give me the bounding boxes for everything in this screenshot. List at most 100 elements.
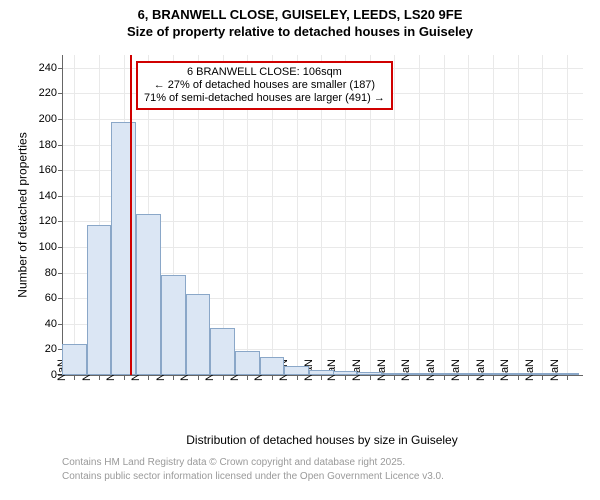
y-tick-mark — [58, 170, 63, 171]
callout-line-3: 71% of semi-detached houses are larger (… — [144, 92, 385, 105]
y-tick-label: 40 — [45, 318, 57, 330]
y-tick-label: 240 — [39, 62, 57, 74]
x-tick-mark — [518, 375, 519, 380]
y-tick-label: 100 — [39, 241, 57, 253]
y-tick-label: 140 — [39, 190, 57, 202]
y-tick-label: 180 — [39, 139, 57, 151]
title-line-2: Size of property relative to detached ho… — [0, 23, 600, 40]
y-tick-mark — [58, 145, 63, 146]
histogram-bar — [186, 294, 211, 375]
histogram-bar — [87, 225, 112, 375]
x-tick-mark — [272, 375, 273, 380]
y-tick-label: 60 — [45, 292, 57, 304]
y-tick-mark — [58, 247, 63, 248]
y-tick-mark — [58, 221, 63, 222]
grid-h — [63, 145, 583, 146]
chart-container: 6, BRANWELL CLOSE, GUISELEY, LEEDS, LS20… — [0, 0, 600, 500]
y-tick-label: 200 — [39, 113, 57, 125]
x-tick-mark — [493, 375, 494, 380]
x-tick-mark — [370, 375, 371, 380]
histogram-bar — [431, 373, 456, 375]
x-tick-mark — [198, 375, 199, 380]
y-tick-label: 20 — [45, 343, 57, 355]
x-tick-mark — [247, 375, 248, 380]
x-tick-mark — [74, 375, 75, 380]
histogram-bar — [235, 351, 260, 375]
histogram-bar — [333, 371, 358, 375]
callout-line-2: ← 27% of detached houses are smaller (18… — [144, 79, 385, 92]
histogram-bar — [407, 373, 432, 375]
y-tick-mark — [58, 68, 63, 69]
x-tick-label: NaN — [549, 359, 561, 381]
x-tick-label: NaN — [351, 359, 363, 381]
x-tick-mark — [148, 375, 149, 380]
title-block: 6, BRANWELL CLOSE, GUISELEY, LEEDS, LS20… — [0, 0, 600, 40]
histogram-bar — [136, 214, 161, 375]
histogram-bar — [505, 373, 530, 375]
x-tick-mark — [345, 375, 346, 380]
histogram-bar — [481, 373, 506, 375]
y-tick-label: 220 — [39, 87, 57, 99]
histogram-bar — [111, 122, 136, 375]
grid-h — [63, 170, 583, 171]
histogram-bar — [382, 373, 407, 375]
y-tick-label: 120 — [39, 215, 57, 227]
grid-v — [419, 55, 420, 375]
callout-box: 6 BRANWELL CLOSE: 106sqm ← 27% of detach… — [136, 61, 393, 110]
x-tick-label: NaN — [400, 359, 412, 381]
grid-h — [63, 119, 583, 120]
grid-v — [468, 55, 469, 375]
histogram-bar — [161, 275, 186, 375]
marker-line — [130, 55, 132, 375]
y-tick-label: 80 — [45, 267, 57, 279]
histogram-bar — [456, 373, 481, 375]
y-tick-mark — [58, 324, 63, 325]
x-tick-mark — [223, 375, 224, 380]
grid-v — [74, 55, 75, 375]
x-tick-mark — [394, 375, 395, 380]
grid-h — [63, 196, 583, 197]
x-tick-mark — [99, 375, 100, 380]
histogram-bar — [555, 373, 580, 375]
x-tick-mark — [321, 375, 322, 380]
grid-v — [493, 55, 494, 375]
title-line-1: 6, BRANWELL CLOSE, GUISELEY, LEEDS, LS20… — [0, 6, 600, 23]
histogram-bar — [210, 328, 235, 375]
x-tick-label: NaN — [475, 359, 487, 381]
x-tick-label: NaN — [450, 359, 462, 381]
x-tick-label: NaN — [425, 359, 437, 381]
y-tick-mark — [58, 298, 63, 299]
histogram-bar — [62, 344, 87, 375]
grid-v — [542, 55, 543, 375]
x-tick-mark — [419, 375, 420, 380]
x-axis-label: Distribution of detached houses by size … — [62, 433, 582, 447]
y-axis-label: Number of detached properties — [16, 132, 30, 297]
x-tick-mark — [542, 375, 543, 380]
y-tick-mark — [58, 93, 63, 94]
attribution-line-1: Contains HM Land Registry data © Crown c… — [62, 457, 405, 468]
histogram-bar — [284, 366, 309, 375]
x-tick-mark — [468, 375, 469, 380]
grid-v — [444, 55, 445, 375]
histogram-bar — [357, 372, 382, 375]
x-tick-mark — [444, 375, 445, 380]
x-tick-mark — [173, 375, 174, 380]
grid-v — [394, 55, 395, 375]
x-tick-mark — [297, 375, 298, 380]
plot-area: 020406080100120140160180200220240NaNNaNN… — [62, 55, 583, 376]
attribution-line-2: Contains public sector information licen… — [62, 471, 444, 482]
x-tick-label: NaN — [376, 359, 388, 381]
x-tick-mark — [124, 375, 125, 380]
histogram-bar — [530, 373, 555, 375]
y-tick-mark — [58, 119, 63, 120]
x-tick-mark — [567, 375, 568, 380]
grid-v — [567, 55, 568, 375]
histogram-bar — [260, 357, 285, 375]
y-tick-mark — [58, 196, 63, 197]
x-tick-label: NaN — [499, 359, 511, 381]
grid-v — [518, 55, 519, 375]
y-tick-mark — [58, 273, 63, 274]
callout-line-1: 6 BRANWELL CLOSE: 106sqm — [144, 66, 385, 79]
x-tick-label: NaN — [524, 359, 536, 381]
histogram-bar — [309, 370, 334, 375]
